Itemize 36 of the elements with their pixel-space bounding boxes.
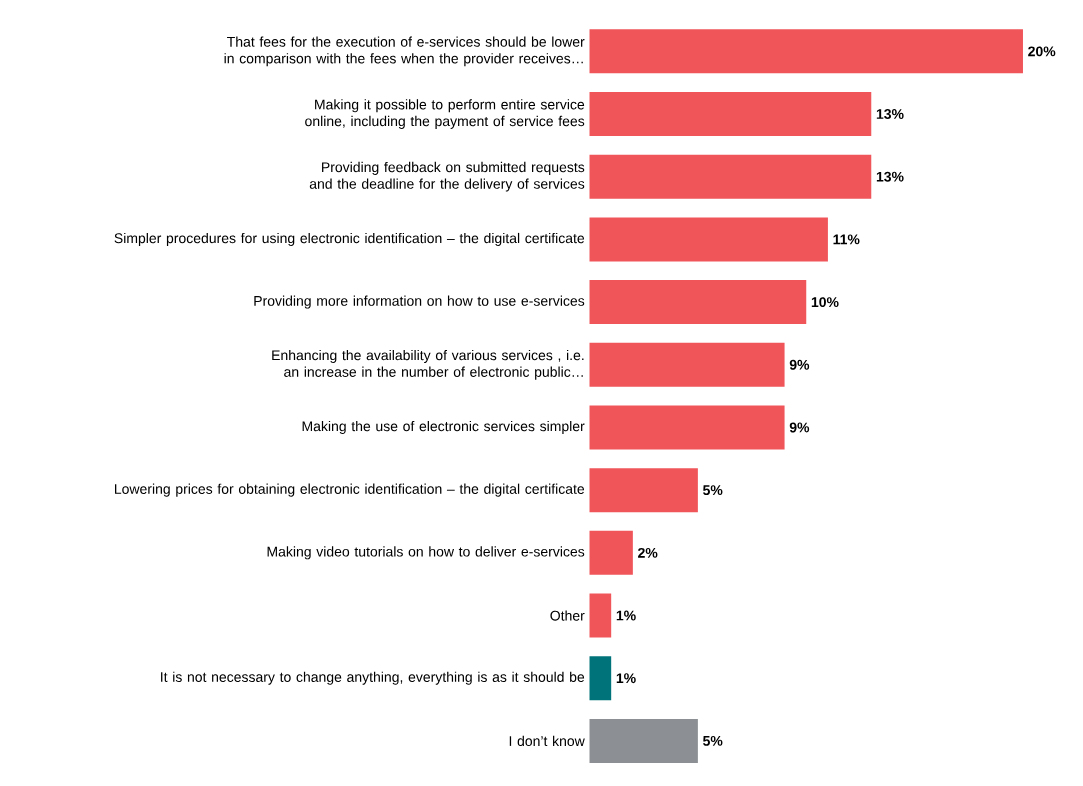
data-label: 20%	[1028, 46, 1056, 57]
y-tick-label: Lowering prices for obtaining electronic identification – the digital certificate	[115, 483, 585, 497]
bar	[589, 468, 698, 513]
y-tick-label: That fees for the execution of e-services should be lower in comparison with the fees when the provider receives…	[224, 36, 585, 67]
bar	[589, 29, 1023, 74]
data-label: 1%	[616, 610, 636, 621]
y-tick-label: Simpler procedures for using electronic identification – the digital certificate	[114, 233, 585, 247]
data-label: 11%	[833, 234, 860, 245]
bar	[589, 92, 872, 137]
bar	[589, 405, 785, 450]
data-label: 1%	[616, 673, 636, 684]
bar	[589, 719, 698, 764]
y-tick-label: Enhancing the availability of various services , i.e. an increase in the number of electronic public…	[272, 350, 584, 380]
y-tick-label: I don’t know	[509, 735, 585, 747]
data-label: 5%	[703, 485, 723, 496]
data-label: 9%	[789, 360, 810, 370]
data-label: 9%	[789, 422, 810, 433]
y-tick-label: Providing more information on how to use e-services	[254, 295, 585, 309]
data-label: 13%	[876, 109, 904, 120]
data-label: 2%	[638, 548, 658, 558]
bar	[589, 593, 612, 638]
y-tick-label: Making the use of electronic services simpler	[302, 421, 585, 435]
data-label: 13%	[876, 171, 904, 182]
data-label: 5%	[703, 736, 723, 747]
y-tick-label: Other	[550, 610, 585, 621]
bar	[589, 217, 828, 262]
bar	[589, 656, 612, 701]
y-tick-label: It is not necessary to change anything, everything is as it should be	[161, 671, 585, 685]
y-tick-label: Making it possible to perform entire service online, including the payment of service fees	[305, 99, 585, 130]
bar	[589, 531, 633, 576]
y-tick-label: Making video tutorials on how to deliver e-services	[267, 546, 585, 560]
bar	[589, 280, 807, 325]
data-label: 10%	[811, 297, 839, 308]
y-tick-label: Providing feedback on submitted requests and the deadline for the delivery of services	[309, 162, 585, 192]
bar	[589, 342, 785, 388]
bar	[589, 154, 872, 199]
